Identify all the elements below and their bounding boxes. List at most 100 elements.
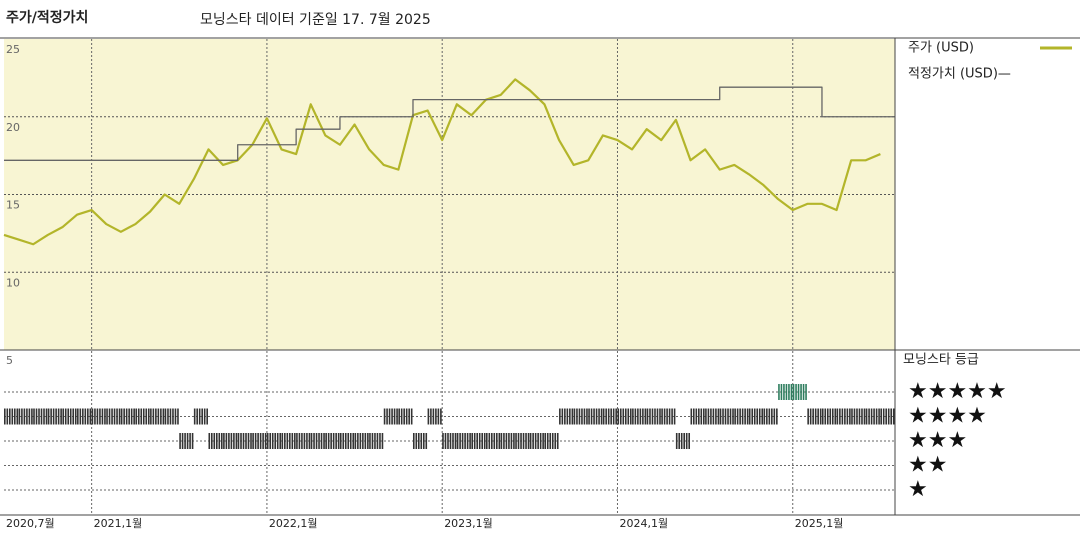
rating-stripe — [40, 408, 43, 425]
rating-stripe — [376, 433, 379, 449]
rating-bar — [310, 433, 325, 449]
rating-stripe — [284, 433, 286, 449]
rating-stripe — [578, 408, 581, 425]
rating-stripe — [788, 384, 790, 400]
rating-stripe — [892, 408, 895, 425]
rating-stripe — [286, 433, 289, 449]
rating-stripe — [160, 408, 162, 425]
rating-stripe — [800, 384, 802, 400]
rating-stripe — [164, 408, 167, 425]
rating-stripe — [456, 433, 459, 449]
rating-stripe — [678, 433, 681, 449]
rating-stripe — [513, 433, 515, 449]
rating-stripe — [35, 408, 38, 425]
star-label: ★★★★★ — [908, 379, 1007, 404]
rating-stripe — [627, 408, 630, 425]
rating-stripe — [508, 433, 510, 449]
rating-stripe — [52, 408, 55, 425]
rating-stripe — [466, 433, 469, 449]
rating-stripe — [515, 433, 517, 449]
rating-stripe — [527, 433, 530, 449]
rating-stripe — [254, 433, 257, 449]
rating-stripe — [610, 408, 612, 425]
rating-stripe — [155, 408, 157, 425]
rating-stripe — [642, 408, 644, 425]
rating-stripe — [99, 408, 101, 425]
rating-stripe — [517, 433, 520, 449]
x-tick-label: 2025,1월 — [795, 517, 844, 530]
rating-bar — [632, 408, 647, 425]
rating-stripe — [123, 408, 125, 425]
rating-stripe — [196, 408, 198, 425]
rating-stripe — [607, 408, 610, 425]
rating-stripe — [542, 433, 544, 449]
rating-stripe — [120, 408, 123, 425]
rating-stripe — [152, 408, 155, 425]
series-line — [4, 86, 895, 161]
rating-stripe — [274, 433, 277, 449]
rating-stripe — [133, 408, 135, 425]
rating-stripe — [264, 433, 267, 449]
rating-bar — [223, 433, 238, 449]
rating-stripe — [210, 433, 213, 449]
rating-stripe — [807, 408, 809, 425]
rating-stripe — [454, 433, 457, 449]
rating-stripe — [67, 408, 70, 425]
rating-stripe — [586, 408, 588, 425]
rating-stripe — [16, 408, 19, 425]
rating-stripe — [108, 408, 111, 425]
rating-stripe — [668, 408, 671, 425]
rating-bar — [442, 433, 457, 449]
rating-stripe — [529, 433, 532, 449]
rating-stripe — [193, 408, 196, 425]
legend-label: 적정가치 (USD)— — [908, 67, 1011, 82]
rating-stripe — [734, 408, 736, 425]
rating-stripe — [374, 433, 376, 449]
rating-stripe — [488, 433, 491, 449]
x-tick-label: 2024,1월 — [619, 517, 668, 530]
rating-stripe — [546, 433, 549, 449]
rating-stripe — [863, 408, 866, 425]
rating-stripe — [503, 433, 505, 449]
rating-stripe — [116, 408, 118, 425]
rating-stripe — [425, 433, 428, 449]
rating-stripe — [50, 408, 52, 425]
x-tick-label: 2023,1월 — [444, 517, 493, 530]
rating-stripe — [600, 408, 603, 425]
rating-stripe — [622, 408, 625, 425]
rating-stripe — [125, 408, 128, 425]
rating-bar — [588, 408, 603, 425]
rating-stripe — [410, 408, 413, 425]
rating-bar — [237, 433, 252, 449]
rating-stripe — [381, 433, 384, 449]
rating-stripe — [771, 408, 773, 425]
rating-stripe — [717, 408, 720, 425]
rating-stripe — [150, 408, 152, 425]
rating-stripe — [417, 433, 420, 449]
rating-stripe — [683, 433, 686, 449]
rating-stripe — [797, 384, 800, 400]
rating-stripe — [654, 408, 656, 425]
rating-stripe — [18, 408, 21, 425]
rating-stripe — [836, 408, 839, 425]
rating-stripe — [262, 433, 264, 449]
rating-stripe — [569, 408, 571, 425]
rating-bar — [865, 408, 880, 425]
rating-stripe — [824, 408, 827, 425]
rating-stripe — [303, 433, 306, 449]
rating-bar — [807, 408, 822, 425]
rating-stripe — [890, 408, 892, 425]
star-label: ★★ — [908, 453, 947, 478]
rating-stripe — [680, 433, 683, 449]
rating-stripe — [142, 408, 145, 425]
rating-stripe — [632, 408, 634, 425]
rating-stripe — [846, 408, 849, 425]
rating-stripe — [62, 408, 65, 425]
rating-stripe — [776, 408, 778, 425]
rating-stripe — [522, 433, 525, 449]
rating-stripe — [593, 408, 595, 425]
rating-bar — [150, 408, 165, 425]
rating-stripe — [722, 408, 724, 425]
rating-bar — [748, 408, 764, 425]
rating-stripe — [23, 408, 26, 425]
